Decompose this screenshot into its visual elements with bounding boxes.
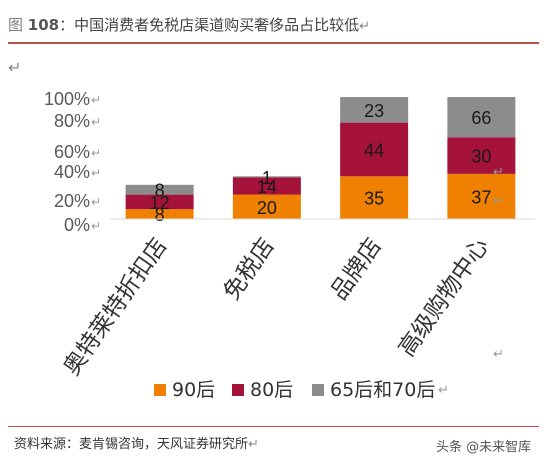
- bar-segment: [340, 176, 409, 219]
- paragraph-mark-icon: ↵: [91, 93, 101, 107]
- bar-segment: [447, 173, 516, 219]
- bar-segment: [340, 122, 409, 177]
- paragraph-mark-icon: ↵: [91, 146, 101, 160]
- bar-segment: [232, 194, 301, 219]
- category-label: 高级购物中心: [394, 234, 494, 362]
- bar-segment: [125, 194, 194, 210]
- paragraph-mark-icon: ↵: [91, 195, 101, 209]
- source-text: 资料来源：麦肯锡咨询，天风证券研究所: [14, 437, 249, 452]
- bar-segment: [125, 209, 194, 219]
- category-label: 奥特莱特折扣店: [59, 234, 173, 381]
- legend-label: 80后: [250, 379, 293, 401]
- data-label: 8: [155, 205, 165, 225]
- paragraph-mark-icon: ↵: [493, 347, 504, 362]
- bar-segment: [447, 137, 516, 174]
- figure-prefix: 图: [8, 16, 24, 34]
- paragraph-mark-icon: ↵: [91, 219, 101, 233]
- data-label: 20: [257, 198, 277, 218]
- bar-segment: [125, 184, 194, 195]
- data-label: 12: [150, 193, 170, 213]
- data-label: 37: [471, 187, 491, 207]
- y-tick-label: 0%: [64, 215, 90, 235]
- bar-segment: [232, 176, 301, 178]
- y-tick-label: 20%: [54, 191, 90, 211]
- source-note: 资料来源：麦肯锡咨询，天风证券研究所↵: [14, 433, 259, 452]
- y-tick-label: 100%: [44, 89, 90, 109]
- legend-label: 65后和70后: [330, 379, 435, 401]
- paragraph-mark-icon: ↵: [359, 19, 371, 34]
- figure-number: 108: [27, 16, 60, 34]
- stacked-bar-chart: 0% ↵20% ↵40% ↵60% ↵80% ↵100% ↵8128奥特莱特折扣店20141…: [44, 89, 535, 401]
- data-label: 1: [262, 168, 272, 188]
- paragraph-mark-icon: ↵: [8, 58, 22, 77]
- legend-swatch-65-70s: [312, 384, 324, 396]
- figure-title-text: ：中国消费者免税店渠道购买奢侈品占比较低: [59, 16, 360, 34]
- data-label: 8: [155, 181, 165, 201]
- data-label: 66: [471, 108, 491, 128]
- y-tick-label: 80%: [54, 111, 90, 131]
- paragraph-mark-icon: ↵: [248, 437, 259, 452]
- paragraph-mark-icon: ↵: [438, 383, 449, 398]
- data-label: 44: [364, 140, 384, 160]
- paragraph-mark-icon: ↵: [91, 166, 101, 180]
- paragraph-mark-icon: ↵: [493, 165, 504, 180]
- legend-swatch-90s: [154, 384, 166, 396]
- legend-label: 90后: [172, 379, 215, 401]
- category-label: 免税店: [219, 234, 280, 305]
- data-label: 23: [364, 101, 384, 121]
- bar-segment: [340, 97, 409, 123]
- category-label: 品牌店: [326, 234, 387, 305]
- bar-segment: [232, 177, 301, 195]
- bar-segment: [447, 97, 516, 138]
- watermark: 头条 @未来智库: [436, 440, 532, 455]
- y-tick-label: 40%: [54, 162, 90, 182]
- figure-title: 图 108：中国消费者免税店渠道购买奢侈品占比较低↵: [8, 14, 539, 40]
- y-tick-label: 60%: [54, 142, 90, 162]
- data-label: 35: [364, 189, 384, 209]
- data-label: 30: [471, 147, 491, 167]
- paragraph-mark-icon: ↵: [493, 194, 504, 209]
- source-divider: [8, 426, 539, 427]
- title-divider: [8, 42, 539, 44]
- data-label: 14: [257, 177, 277, 197]
- legend-swatch-80s: [232, 384, 244, 396]
- paragraph-mark-icon: ↵: [91, 115, 101, 129]
